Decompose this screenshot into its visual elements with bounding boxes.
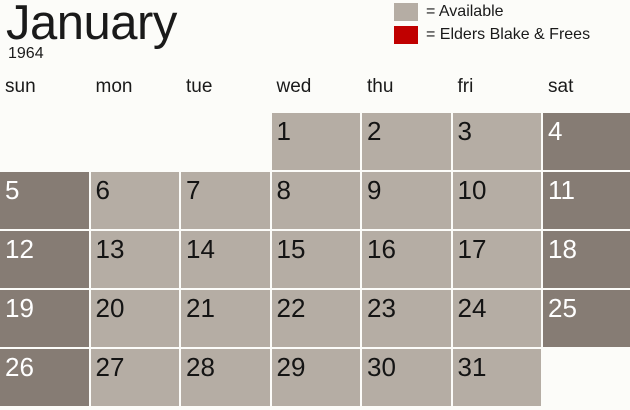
calendar-day-cell[interactable]: 4 <box>543 113 630 170</box>
calendar-day-cell[interactable]: 10 <box>452 172 541 229</box>
calendar-day-cell[interactable]: 8 <box>271 172 360 229</box>
calendar-header: January 1964 = Available = Elders Blake &… <box>0 0 630 108</box>
calendar-day-cell[interactable]: 31 <box>452 349 541 406</box>
calendar-day-cell[interactable]: 7 <box>181 172 270 229</box>
calendar-day-cell[interactable]: 17 <box>452 231 541 288</box>
calendar-day-cell[interactable]: 18 <box>543 231 630 288</box>
calendar-day-cell[interactable]: 30 <box>362 349 451 406</box>
calendar-cell-empty <box>181 113 270 170</box>
page-title: January <box>6 0 177 50</box>
calendar-day-cell[interactable]: 19 <box>0 290 89 347</box>
legend-item: = Elders Blake & Frees <box>394 24 630 45</box>
calendar-day-cell[interactable]: 12 <box>0 231 89 288</box>
calendar-day-cell[interactable]: 3 <box>452 113 541 170</box>
legend-label: = Available <box>426 2 504 20</box>
calendar-day-cell[interactable]: 9 <box>362 172 451 229</box>
calendar-day-cell[interactable]: 26 <box>0 349 89 406</box>
weekday-header-wed: wed <box>276 76 312 97</box>
legend-item: = Available <box>394 1 630 22</box>
calendar-day-cell[interactable]: 29 <box>271 349 360 406</box>
calendar-day-cell[interactable]: 28 <box>181 349 270 406</box>
weekday-header-fri: fri <box>457 76 474 97</box>
legend-label: = Elders Blake & Frees <box>426 25 591 43</box>
calendar-cell-empty <box>91 113 180 170</box>
calendar-day-cell[interactable]: 15 <box>271 231 360 288</box>
calendar-day-cell[interactable]: 23 <box>362 290 451 347</box>
calendar-day-cell[interactable]: 14 <box>181 231 270 288</box>
calendar-day-cell[interactable]: 21 <box>181 290 270 347</box>
weekday-header-mon: mon <box>95 76 133 97</box>
calendar-cell-empty <box>0 113 89 170</box>
title-block: January 1964 <box>6 0 177 62</box>
year-label: 1964 <box>8 45 44 62</box>
calendar-day-cell[interactable]: 13 <box>90 231 179 288</box>
weekday-header-sat: sat <box>548 76 574 97</box>
calendar-day-cell[interactable]: 1 <box>271 113 360 170</box>
calendar-day-cell[interactable]: 20 <box>90 290 179 347</box>
weekday-header-tue: tue <box>186 76 213 97</box>
elders-blake-frees-swatch <box>394 25 418 44</box>
weekday-header-sun: sun <box>5 76 36 97</box>
calendar-day-cell[interactable]: 27 <box>90 349 179 406</box>
calendar-day-cell[interactable]: 6 <box>90 172 179 229</box>
calendar-day-cell[interactable]: 16 <box>362 231 451 288</box>
calendar-day-cell[interactable]: 25 <box>543 290 630 347</box>
weekday-header-thu: thu <box>367 76 394 97</box>
calendar-day-cell[interactable]: 11 <box>543 172 630 229</box>
calendar-day-cell[interactable]: 24 <box>452 290 541 347</box>
available-swatch <box>394 2 418 21</box>
calendar-cell-empty <box>543 349 630 406</box>
calendar-day-cell[interactable]: 5 <box>0 172 89 229</box>
calendar-day-cell[interactable]: 2 <box>362 113 451 170</box>
legend: = Available = Elders Blake & Frees <box>394 1 630 47</box>
calendar-day-cell[interactable]: 22 <box>271 290 360 347</box>
calendar-grid: 1 2 3 4 5 6 7 8 9 10 11 12 13 14 15 16 17 18 19 20 21 22 23 24 2… <box>0 113 630 406</box>
weekday-header-row: sun mon tue wed thu fri sat <box>0 76 630 98</box>
